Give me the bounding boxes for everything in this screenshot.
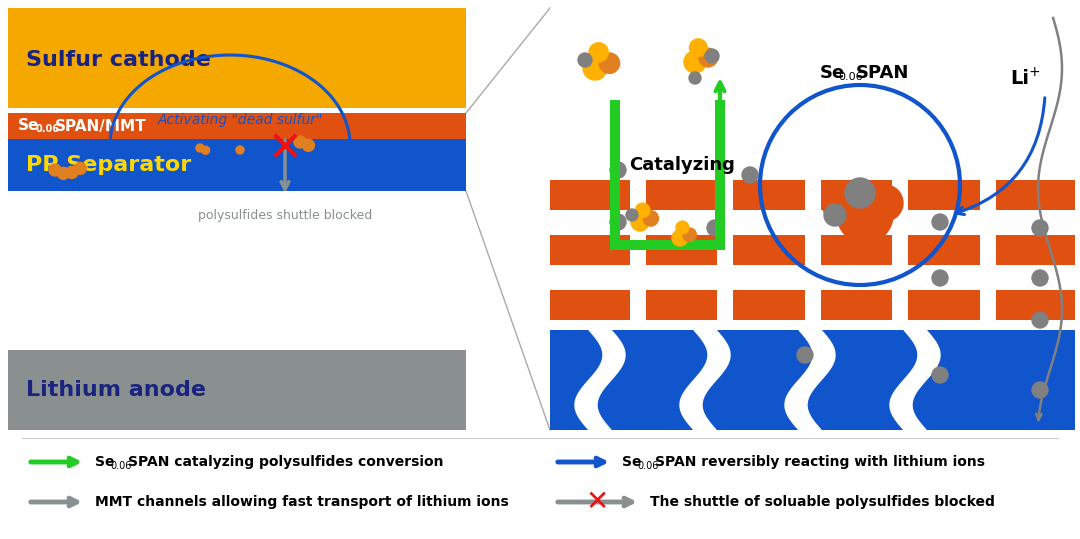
- Circle shape: [589, 43, 608, 62]
- Circle shape: [66, 167, 78, 178]
- Text: +: +: [1028, 65, 1040, 79]
- Bar: [550, 330, 1075, 430]
- Text: Li: Li: [1010, 68, 1029, 87]
- Bar: [805, 180, 821, 210]
- Bar: [8, 350, 465, 430]
- Text: 0.06: 0.06: [110, 461, 132, 471]
- Bar: [980, 235, 996, 265]
- Text: Sulfur cathode: Sulfur cathode: [26, 50, 211, 70]
- Bar: [630, 235, 646, 265]
- Circle shape: [705, 49, 719, 63]
- Circle shape: [202, 146, 210, 154]
- Circle shape: [644, 211, 659, 226]
- Bar: [610, 240, 725, 250]
- Circle shape: [599, 53, 620, 73]
- Circle shape: [742, 167, 758, 183]
- Text: polysulfides shuttle blocked: polysulfides shuttle blocked: [198, 210, 373, 223]
- Bar: [717, 235, 733, 265]
- Circle shape: [294, 136, 306, 148]
- Bar: [550, 180, 1075, 210]
- Text: Activating "dead sulfur": Activating "dead sulfur": [158, 113, 323, 127]
- Circle shape: [824, 204, 846, 226]
- Text: SPAN/MMT: SPAN/MMT: [55, 119, 147, 134]
- Circle shape: [49, 164, 60, 176]
- Bar: [610, 100, 620, 250]
- Circle shape: [932, 214, 948, 230]
- Circle shape: [610, 214, 626, 230]
- Bar: [8, 139, 465, 191]
- Bar: [717, 290, 733, 320]
- Circle shape: [626, 209, 638, 221]
- Circle shape: [689, 72, 701, 84]
- Text: SPAN: SPAN: [856, 64, 909, 82]
- Text: Se: Se: [18, 119, 39, 134]
- Circle shape: [689, 39, 707, 57]
- Bar: [550, 290, 1075, 320]
- Circle shape: [684, 51, 706, 73]
- Bar: [630, 290, 646, 320]
- Bar: [550, 8, 1075, 430]
- Circle shape: [797, 347, 813, 363]
- Text: SPAN reversibly reacting with lithium ions: SPAN reversibly reacting with lithium io…: [654, 455, 985, 469]
- Bar: [980, 290, 996, 320]
- Bar: [8, 8, 465, 108]
- Circle shape: [822, 183, 862, 223]
- Text: Se: Se: [622, 455, 642, 469]
- Text: ✕: ✕: [585, 488, 609, 516]
- Polygon shape: [785, 330, 835, 430]
- Text: Se: Se: [95, 455, 114, 469]
- Bar: [8, 113, 465, 139]
- Text: ✕: ✕: [268, 128, 302, 170]
- Circle shape: [837, 187, 893, 243]
- Circle shape: [699, 49, 717, 67]
- Circle shape: [1032, 382, 1048, 398]
- Text: Catalyzing: Catalyzing: [629, 156, 734, 174]
- Polygon shape: [890, 330, 940, 430]
- Circle shape: [75, 162, 86, 175]
- Circle shape: [57, 167, 69, 179]
- Circle shape: [635, 203, 650, 218]
- Circle shape: [676, 221, 689, 234]
- Text: 0.06: 0.06: [35, 124, 59, 134]
- Circle shape: [867, 185, 903, 221]
- Circle shape: [932, 270, 948, 286]
- Bar: [550, 235, 1075, 265]
- Text: MMT channels allowing fast transport of lithium ions: MMT channels allowing fast transport of …: [95, 495, 509, 509]
- Text: 0.06: 0.06: [838, 72, 863, 82]
- Bar: [715, 100, 725, 250]
- Circle shape: [672, 230, 688, 246]
- Circle shape: [707, 220, 723, 236]
- Text: SPAN catalyzing polysulfides conversion: SPAN catalyzing polysulfides conversion: [129, 455, 444, 469]
- Circle shape: [583, 56, 607, 80]
- Circle shape: [195, 144, 204, 152]
- Circle shape: [578, 53, 592, 67]
- Bar: [630, 180, 646, 210]
- Bar: [805, 290, 821, 320]
- Bar: [892, 180, 908, 210]
- Text: Se: Se: [820, 64, 846, 82]
- Bar: [892, 235, 908, 265]
- Text: 0.06: 0.06: [637, 461, 659, 471]
- Polygon shape: [680, 330, 730, 430]
- Circle shape: [631, 213, 649, 231]
- Text: The shuttle of soluable polysulfides blocked: The shuttle of soluable polysulfides blo…: [650, 495, 995, 509]
- Bar: [805, 235, 821, 265]
- Bar: [717, 180, 733, 210]
- Bar: [980, 180, 996, 210]
- Circle shape: [302, 140, 314, 151]
- Bar: [892, 290, 908, 320]
- Circle shape: [683, 228, 697, 241]
- Circle shape: [610, 162, 626, 178]
- Circle shape: [1032, 312, 1048, 328]
- Polygon shape: [575, 330, 625, 430]
- Circle shape: [932, 367, 948, 383]
- Circle shape: [1032, 270, 1048, 286]
- Circle shape: [845, 178, 875, 208]
- Text: PP Separator: PP Separator: [26, 155, 191, 175]
- Circle shape: [1032, 220, 1048, 236]
- Text: Lithium anode: Lithium anode: [26, 380, 206, 400]
- Circle shape: [237, 146, 244, 154]
